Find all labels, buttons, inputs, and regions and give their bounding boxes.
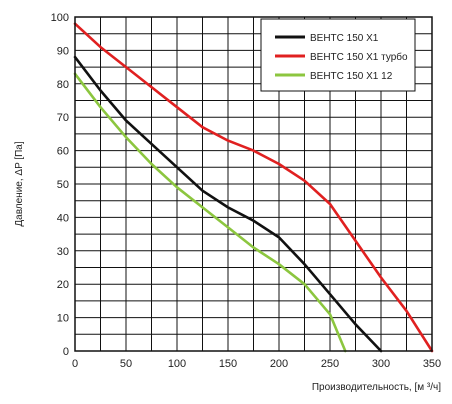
series-line-1 — [73, 55, 383, 353]
y-tick-label: 30 — [57, 246, 69, 258]
y-axis-title: Давление, ΔP [Па] — [14, 141, 25, 227]
y-tick-label: 20 — [57, 279, 69, 291]
x-tick-label: 350 — [423, 358, 441, 370]
legend-label-3: ВЕНТС 150 Х1 12 — [310, 71, 393, 82]
y-tick-label: 80 — [57, 79, 69, 91]
x-tick-label: 150 — [219, 358, 237, 370]
series-line-2 — [73, 22, 434, 353]
x-axis-title: Производительность, [м ³/ч] — [312, 382, 441, 393]
series-line-3 — [73, 72, 347, 353]
x-tick-label: 300 — [372, 358, 390, 370]
x-tick-label: 50 — [120, 358, 132, 370]
y-tick-label: 10 — [57, 313, 69, 325]
y-tick-label: 90 — [57, 45, 69, 57]
y-tick-label: 0 — [63, 346, 69, 358]
y-tick-label: 50 — [57, 179, 69, 191]
plot-frame — [74, 16, 433, 352]
y-tick-label: 100 — [51, 12, 69, 24]
legend-label-2: ВЕНТС 150 Х1 турбо — [310, 51, 408, 63]
y-tick-label: 70 — [57, 112, 69, 124]
y-tick-label: 60 — [57, 146, 69, 158]
x-tick-label: 0 — [72, 358, 78, 370]
y-tick-label: 40 — [57, 212, 69, 224]
x-tick-label: 200 — [270, 358, 288, 370]
tick-labels: 0 50 100 150 200 250 300 350 0 10 20 30 40 50 60 70 80 90… — [51, 12, 442, 370]
x-tick-label: 250 — [321, 358, 339, 370]
legend-label-1: ВЕНТС 150 Х1 — [310, 33, 379, 44]
series-lines — [73, 22, 434, 353]
x-tick-label: 100 — [168, 358, 186, 370]
legend: ВЕНТС 150 Х1 ВЕНТС 150 Х1 турбо ВЕНТС 15… — [260, 18, 416, 92]
